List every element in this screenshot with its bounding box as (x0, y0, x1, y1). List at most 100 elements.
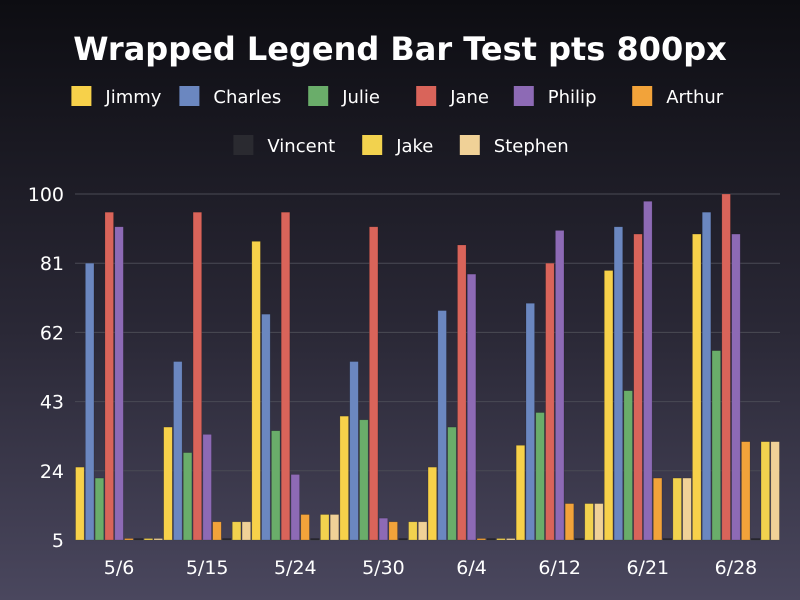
bar-jimmy-5-24 (251, 241, 261, 541)
bar-arthur-5-6 (124, 538, 134, 541)
bar-philip-6-28 (731, 233, 741, 541)
bar-charles-6-28 (701, 211, 712, 541)
bar-stephen-5-24 (329, 514, 340, 541)
bar-arthur-6-28 (741, 441, 751, 541)
bar-julie-5-24 (271, 430, 281, 541)
bar-stephen-6-21 (682, 477, 692, 541)
legend-swatch (459, 135, 480, 155)
grid (75, 193, 780, 541)
x-tick-label: 6/28 (715, 557, 758, 579)
bar-arthur-6-4 (476, 538, 486, 541)
x-tick-label: 5/30 (362, 557, 405, 579)
bar-jake-6-21 (672, 477, 682, 541)
bar-philip-5-30 (378, 517, 389, 541)
bar-stephen-5-6 (153, 538, 163, 541)
legend-item-vincent: Vincent (233, 135, 335, 157)
legend-label: Jane (449, 87, 489, 108)
legend-item-jane: Jane (416, 86, 489, 108)
legend-item-stephen: Stephen (459, 135, 569, 157)
legend-label: Arthur (666, 87, 724, 108)
bar-stephen-6-4 (506, 538, 516, 541)
bar-charles-6-12 (525, 302, 535, 541)
legend-label: Philip (548, 87, 597, 108)
bar-julie-6-28 (711, 350, 721, 541)
legend-swatch (233, 135, 254, 155)
bar-jimmy-5-15 (163, 426, 173, 541)
bar-jane-5-6 (104, 211, 114, 541)
x-axis: 5/6 5/15 5/24 5/30 6/4 6/12 6/21 6/28 (104, 557, 758, 579)
bar-stephen-6-28 (770, 441, 780, 541)
bar-charles-5-24 (261, 313, 271, 541)
bar-vincent-6-28 (750, 538, 761, 541)
bar-jake-6-28 (760, 441, 770, 541)
bar-vincent-6-21 (662, 538, 673, 541)
bar-jake-6-4 (496, 538, 506, 541)
bar-jimmy-5-30 (339, 415, 349, 541)
legend: Jimmy Charles Julie Jane Philip Arthur Vincent… (71, 86, 724, 157)
legend-item-arthur: Arthur (632, 86, 724, 108)
bar-stephen-5-15 (241, 521, 251, 541)
legend-label: Jake (395, 136, 433, 157)
bar-philip-6-12 (555, 230, 565, 541)
legend-item-philip: Philip (513, 86, 597, 108)
bar-charles-6-21 (613, 226, 624, 541)
legend-label: Julie (341, 87, 380, 108)
x-tick-label: 5/24 (274, 557, 317, 579)
legend-label: Charles (213, 87, 281, 108)
bar-jimmy-5-6 (75, 466, 85, 541)
legend-swatch (632, 86, 653, 106)
bar-jane-6-12 (545, 262, 555, 541)
y-tick-label: 24 (40, 461, 64, 483)
bar-charles-5-6 (85, 262, 95, 541)
bar-julie-6-12 (535, 412, 545, 541)
bar-philip-6-21 (643, 200, 653, 541)
bar-vincent-6-12 (574, 538, 584, 541)
bar-jimmy-6-4 (427, 466, 437, 541)
bar-julie-5-6 (94, 477, 105, 541)
chart-title: Wrapped Legend Bar Test pts 800px (73, 30, 727, 68)
bar-jake-5-6 (143, 538, 154, 541)
bar-stephen-5-30 (418, 521, 428, 541)
bar-julie-5-30 (359, 419, 369, 541)
legend-item-charles: Charles (179, 86, 281, 108)
bar-jake-5-15 (231, 521, 242, 541)
y-tick-label: 62 (40, 322, 64, 344)
bar-charles-5-15 (173, 361, 183, 541)
bar-vincent-5-6 (134, 538, 144, 541)
x-tick-label: 5/6 (104, 557, 135, 579)
bar-vincent-6-4 (486, 538, 496, 541)
bar-arthur-5-30 (388, 521, 398, 541)
bar-jake-6-12 (584, 503, 594, 541)
y-tick-label: 100 (28, 184, 64, 206)
bar-arthur-6-12 (564, 503, 575, 541)
y-tick-label: 81 (40, 253, 64, 275)
bar-vincent-5-15 (222, 538, 232, 541)
y-tick-label: 5 (52, 530, 64, 552)
legend-swatch (416, 86, 437, 106)
bar-vincent-5-30 (398, 538, 408, 541)
y-tick-label: 43 (40, 392, 64, 414)
bar-jane-5-30 (369, 226, 379, 541)
bar-julie-5-15 (182, 452, 193, 541)
y-axis: 5 24 43 62 81 100 (28, 184, 64, 552)
bars (75, 193, 780, 541)
legend-item-jake: Jake (362, 135, 433, 157)
legend-label: Vincent (267, 136, 335, 157)
bar-philip-5-6 (114, 226, 124, 541)
bar-jimmy-6-12 (515, 445, 526, 541)
bar-philip-5-24 (290, 474, 300, 541)
bar-jake-5-24 (320, 514, 330, 541)
legend-swatch (179, 86, 200, 106)
bar-arthur-5-24 (300, 514, 310, 541)
legend-swatch (362, 135, 383, 155)
bar-vincent-5-24 (310, 538, 320, 541)
bar-jane-6-4 (457, 244, 467, 541)
bar-jake-5-30 (408, 521, 418, 541)
bar-jane-5-15 (192, 211, 202, 541)
bar-jane-5-24 (280, 211, 291, 541)
bar-arthur-5-15 (212, 521, 222, 541)
bar-jane-6-21 (633, 233, 643, 541)
legend-label: Stephen (494, 136, 569, 157)
legend-item-jimmy: Jimmy (71, 86, 162, 108)
bar-arthur-6-21 (653, 477, 663, 541)
